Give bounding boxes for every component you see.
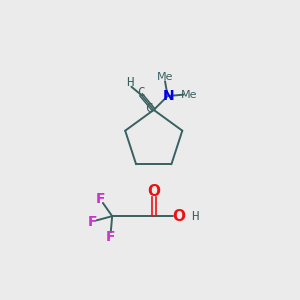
Text: F: F: [106, 230, 116, 244]
Text: Me: Me: [157, 72, 173, 82]
Text: F: F: [95, 193, 105, 206]
Text: O: O: [147, 184, 160, 199]
Text: F: F: [88, 214, 97, 229]
Text: C: C: [145, 102, 152, 115]
Text: O: O: [172, 209, 185, 224]
Text: H: H: [192, 210, 199, 223]
Text: H: H: [127, 76, 134, 89]
Text: C: C: [137, 85, 145, 99]
Text: Me: Me: [181, 90, 197, 100]
Text: N: N: [163, 89, 175, 103]
